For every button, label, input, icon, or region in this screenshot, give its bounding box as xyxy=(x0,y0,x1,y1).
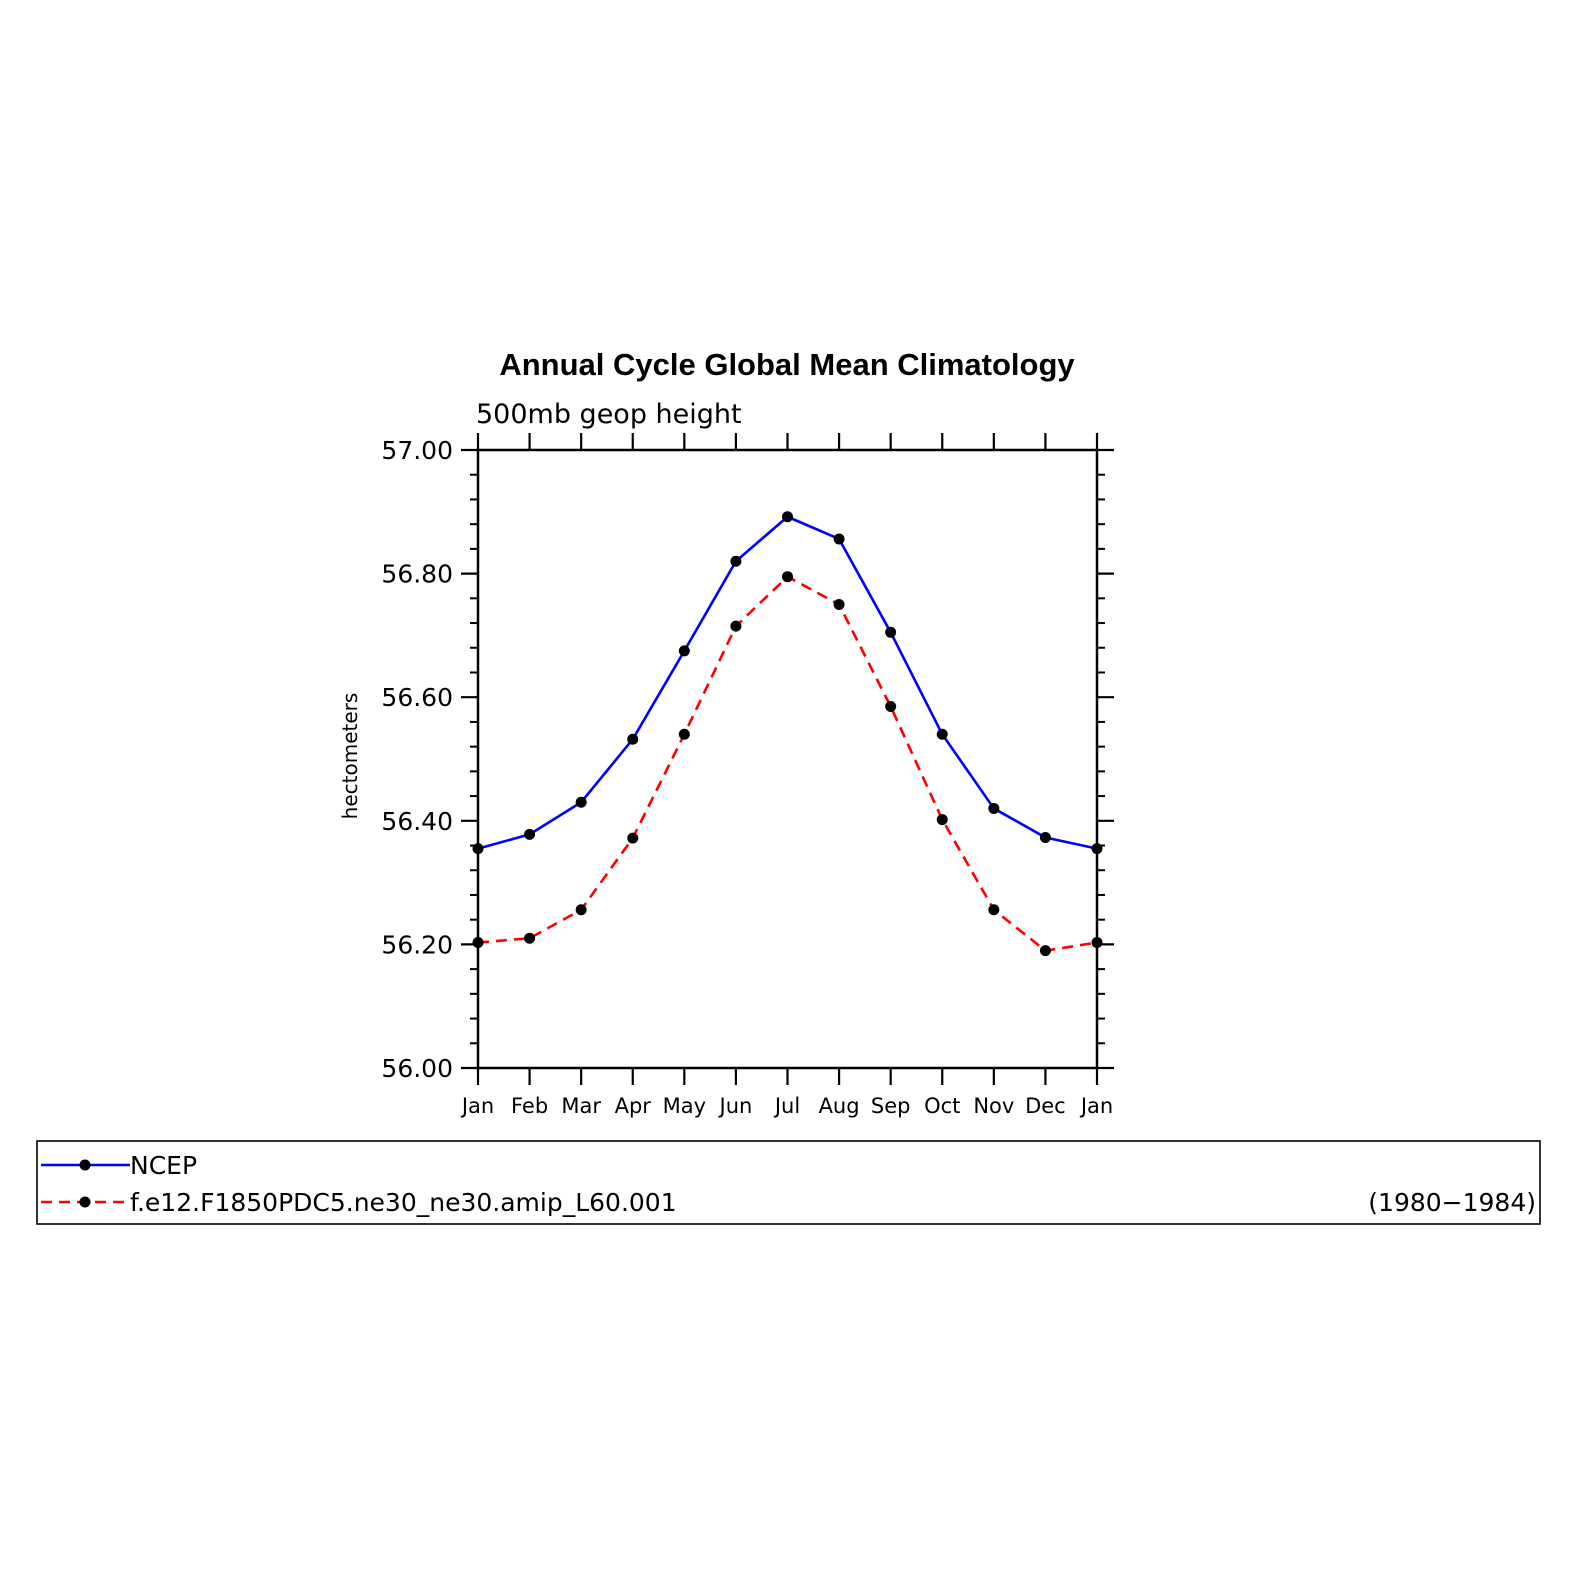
plot-frame xyxy=(476,448,1099,1070)
y-tick-label: 56.80 xyxy=(381,560,453,589)
series-line-0 xyxy=(477,515,1098,850)
series-0-point xyxy=(833,533,845,545)
series-1-point xyxy=(782,571,793,583)
x-tick-labels: Jan Feb Mar Apr May Jun Jul Aug Sep Oct Nov Dec Jan xyxy=(460,1094,1113,1118)
y-tick-label: 56.60 xyxy=(381,683,453,712)
legend-period: (1980−1984) xyxy=(1368,1188,1536,1217)
series-1-point xyxy=(988,904,1000,916)
legend-label-model: f.e12.F1850PDC5.ne30_ne30.amip_L60.001 xyxy=(130,1188,677,1217)
y-tick-label: 56.00 xyxy=(381,1054,453,1083)
series-line-1 xyxy=(477,575,1098,952)
x-tick-label: Apr xyxy=(615,1094,652,1118)
series-layer xyxy=(472,511,1103,957)
series-0-point xyxy=(936,728,948,740)
legend-marker-ncep xyxy=(79,1159,91,1171)
x-tick-label: Jan xyxy=(460,1094,494,1118)
x-tick-label: Nov xyxy=(973,1094,1014,1118)
y-axis-label: hectometers xyxy=(338,693,362,820)
series-0-point xyxy=(524,828,536,840)
legend-label-ncep: NCEP xyxy=(130,1151,197,1180)
chart-title: Annual Cycle Global Mean Climatology xyxy=(499,347,1075,382)
y-tick-label: 56.40 xyxy=(381,807,453,836)
series-0-point xyxy=(678,645,690,657)
axis-ticks xyxy=(461,433,1114,1085)
y-tick-label: 57.00 xyxy=(381,436,453,465)
x-tick-label: Mar xyxy=(561,1094,601,1118)
x-tick-label: Jan xyxy=(1079,1094,1113,1118)
legend-box xyxy=(36,1140,1541,1225)
x-tick-label: Dec xyxy=(1025,1094,1066,1118)
series-0-point xyxy=(575,796,587,808)
series-0-point xyxy=(1039,831,1051,843)
series-1-point xyxy=(627,832,639,844)
series-1-point xyxy=(936,814,948,826)
y-tick-label: 56.20 xyxy=(381,930,453,959)
x-tick-label: Aug xyxy=(819,1094,860,1118)
legend-marker-model xyxy=(79,1196,91,1208)
series-1-point xyxy=(1039,945,1051,957)
x-tick-label: May xyxy=(663,1094,706,1118)
series-0-point xyxy=(730,555,742,567)
chart-subtitle: 500mb geop height xyxy=(476,399,742,430)
series-0-point xyxy=(885,626,897,638)
series-1-point xyxy=(730,620,742,632)
series-0-point xyxy=(627,733,639,745)
x-tick-label: Sep xyxy=(871,1094,911,1118)
x-tick-label: Jun xyxy=(718,1094,753,1118)
y-tick-labels: 56.00 56.20 56.40 56.60 56.80 57.00 xyxy=(381,436,453,1083)
series-1-point xyxy=(575,904,587,916)
series-1-point xyxy=(678,728,690,740)
x-tick-label: Feb xyxy=(511,1094,548,1118)
series-0-point xyxy=(782,511,793,523)
x-tick-label: Oct xyxy=(924,1094,960,1118)
series-1-point xyxy=(885,700,897,712)
series-1-point xyxy=(524,932,536,944)
x-tick-label: Jul xyxy=(773,1094,800,1118)
legend: NCEP f.e12.F1850PDC5.ne30_ne30.amip_L60.… xyxy=(36,1140,1541,1225)
series-1-point xyxy=(833,599,845,610)
series-0-point xyxy=(988,802,1000,814)
